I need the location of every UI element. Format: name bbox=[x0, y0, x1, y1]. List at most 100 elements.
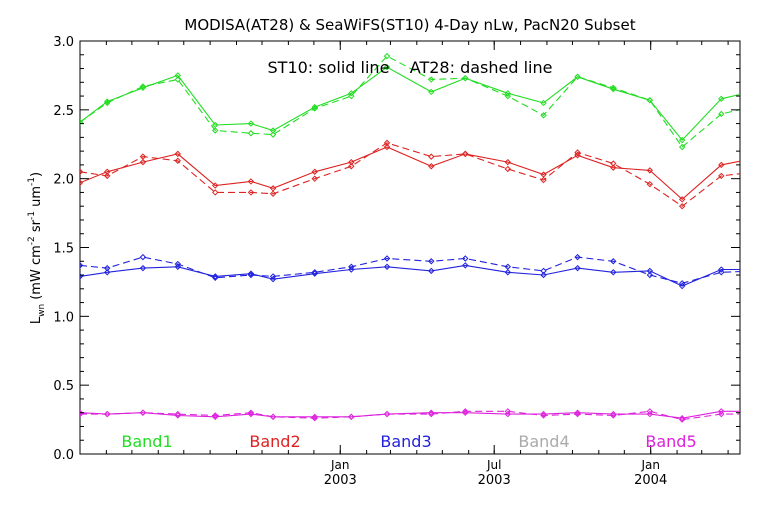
data-point bbox=[348, 90, 355, 97]
data-point bbox=[247, 409, 255, 416]
data-point bbox=[540, 271, 547, 279]
data-point bbox=[540, 176, 547, 184]
data-point bbox=[428, 163, 435, 170]
data-point bbox=[348, 92, 355, 100]
data-point bbox=[311, 103, 318, 111]
data-point bbox=[678, 282, 686, 290]
data-point bbox=[754, 156, 759, 161]
series-line bbox=[80, 256, 740, 284]
data-point bbox=[311, 414, 318, 422]
data-point bbox=[610, 412, 617, 419]
series-band5-dashed bbox=[80, 408, 759, 423]
y-tick-label: 2.0 bbox=[53, 173, 74, 188]
legend-entry-band1: Band1 bbox=[121, 432, 172, 451]
chart-title: MODISA(AT28) & SeaWiFS(ST10) 4-Day nLw, … bbox=[184, 16, 635, 34]
data-point bbox=[269, 131, 277, 138]
data-point bbox=[646, 408, 654, 415]
data-point bbox=[574, 264, 581, 272]
data-point bbox=[104, 410, 111, 418]
data-point bbox=[174, 157, 182, 164]
data-point bbox=[174, 76, 182, 83]
data-point bbox=[718, 266, 725, 273]
legend-entry-band2: Band2 bbox=[249, 432, 300, 451]
y-tick-label: 1.5 bbox=[53, 242, 74, 257]
series-line bbox=[80, 142, 740, 207]
data-point bbox=[428, 258, 435, 265]
series-line bbox=[80, 146, 740, 201]
x-tick-label-year: 2003 bbox=[324, 473, 357, 488]
data-point bbox=[212, 127, 219, 134]
data-point bbox=[428, 88, 435, 96]
series-layer bbox=[80, 52, 759, 423]
data-point bbox=[383, 263, 391, 270]
data-point bbox=[504, 263, 512, 270]
data-point bbox=[383, 143, 391, 151]
data-point bbox=[718, 95, 725, 103]
data-point bbox=[574, 253, 581, 261]
data-point bbox=[540, 99, 547, 107]
line-style-annotation: ST10: solid line AT28: dashed line bbox=[268, 58, 553, 77]
data-point bbox=[80, 262, 84, 269]
data-point bbox=[311, 168, 318, 175]
data-point bbox=[247, 130, 255, 137]
data-point bbox=[754, 103, 759, 108]
data-point bbox=[610, 84, 617, 92]
data-point bbox=[646, 410, 654, 418]
data-point bbox=[212, 182, 219, 189]
x-tick-label-month: Jan bbox=[640, 458, 660, 472]
data-point bbox=[348, 266, 355, 273]
data-point bbox=[269, 127, 277, 134]
data-point bbox=[754, 267, 759, 272]
data-point bbox=[504, 410, 512, 418]
series-band2-solid bbox=[80, 143, 759, 203]
data-point bbox=[311, 105, 318, 112]
data-point bbox=[174, 410, 182, 418]
data-point bbox=[646, 180, 654, 188]
data-point bbox=[678, 196, 686, 203]
data-point bbox=[462, 408, 469, 415]
y-tick-label: 2.5 bbox=[53, 104, 74, 119]
data-point bbox=[428, 409, 435, 416]
data-point bbox=[610, 160, 617, 167]
data-point bbox=[311, 269, 318, 276]
data-point bbox=[212, 412, 219, 419]
data-point bbox=[754, 268, 759, 273]
data-point bbox=[80, 410, 84, 418]
data-point bbox=[383, 63, 391, 71]
data-point bbox=[212, 274, 219, 281]
data-point bbox=[80, 273, 84, 280]
data-point bbox=[678, 416, 686, 423]
data-point bbox=[269, 273, 277, 280]
x-tick-label-month: Jul bbox=[486, 458, 501, 472]
data-point bbox=[718, 172, 725, 180]
data-point bbox=[574, 410, 581, 418]
data-point bbox=[718, 110, 725, 118]
data-point bbox=[348, 158, 355, 166]
data-point bbox=[504, 165, 512, 173]
data-point bbox=[610, 410, 617, 418]
data-point bbox=[174, 260, 182, 268]
data-point bbox=[574, 409, 581, 416]
x-tick-label-month: Jan bbox=[330, 458, 350, 472]
data-point bbox=[540, 112, 547, 119]
data-point bbox=[104, 168, 111, 175]
legend-entry-band3: Band3 bbox=[380, 432, 431, 451]
y-tick-label: 1.0 bbox=[53, 310, 74, 325]
data-point bbox=[269, 190, 277, 198]
data-point bbox=[754, 412, 759, 417]
data-point bbox=[348, 163, 355, 170]
series-line bbox=[80, 55, 740, 148]
data-point bbox=[540, 410, 547, 418]
legend-entry-band4: Band4 bbox=[518, 432, 569, 451]
series-band3-dashed bbox=[80, 253, 759, 287]
data-point bbox=[504, 92, 512, 100]
x-tick-label-year: 2004 bbox=[634, 473, 667, 488]
data-point bbox=[139, 153, 147, 160]
data-point bbox=[139, 83, 147, 90]
data-point bbox=[718, 161, 725, 169]
data-point bbox=[504, 408, 512, 415]
data-point bbox=[80, 409, 84, 416]
data-point bbox=[462, 255, 469, 262]
x-tick-label-year: 2003 bbox=[478, 473, 511, 488]
